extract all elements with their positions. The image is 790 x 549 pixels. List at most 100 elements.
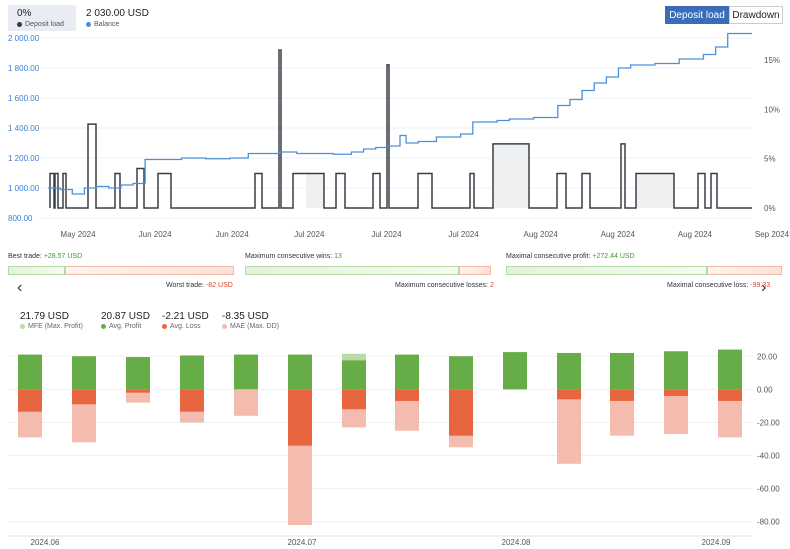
bottom-chart-axes: 20.00 0.00 -20.00 -40.00 -60.00 -80.00 2024.06… — [8, 352, 780, 547]
max-loss-value: -99.33 — [750, 282, 771, 289]
y-tick-label: -20.00 — [757, 418, 780, 427]
deposit-load-button[interactable]: Deposit load — [665, 6, 729, 24]
avg-loss-bar — [718, 389, 742, 401]
avg-profit-bar — [126, 357, 150, 390]
balance-chart: 2 000.00 1 800.00 1 600.00 1 400.00 1 200.00… — [8, 32, 790, 239]
deposit-load-line — [49, 49, 752, 209]
deposit-load-fill — [306, 173, 324, 208]
y-left-tick-label: 1 200.00 — [8, 154, 40, 163]
stat-bar-negative — [65, 266, 234, 275]
y-right-tick-label: 5% — [764, 155, 776, 164]
avg-loss-bar — [18, 389, 42, 412]
wins-losses-bar — [245, 266, 491, 275]
avg-profit-bar — [180, 355, 204, 390]
avg-loss-label-text: Avg. Loss — [170, 323, 201, 330]
avg-profit-label-text: Avg. Profit — [109, 323, 142, 330]
prev-arrow-icon[interactable]: ‹ — [17, 279, 23, 296]
y-tick-label: -80.00 — [757, 518, 780, 527]
worst-trade-label: Worst trade: — [166, 282, 204, 289]
max-loss-stat: Maximal consecutive loss: -99.33 — [667, 282, 770, 289]
avg-loss-bar — [395, 389, 419, 401]
worst-trade-stat: Worst trade: -82 USD — [166, 282, 233, 289]
top-chart-axes: 2 000.00 1 800.00 1 600.00 1 400.00 1 200.00… — [8, 34, 790, 239]
avg-loss-bar — [664, 389, 688, 396]
mae-value: -8.35 USD — [222, 311, 269, 322]
x-tick-label: Aug 2024 — [524, 230, 559, 239]
deposit-load-fill — [636, 173, 674, 208]
y-tick-label: 0.00 — [757, 385, 773, 394]
deposit-load-value: 0% — [17, 8, 32, 19]
best-trade-stat: Best trade: +28.57 USD — [8, 253, 82, 260]
max-wins-value: 13 — [334, 253, 342, 260]
avg-loss-dot-icon — [162, 324, 167, 329]
y-left-tick-label: 1 000.00 — [8, 184, 40, 193]
balance-label: Balance — [86, 21, 119, 28]
drawdown-button[interactable]: Drawdown — [729, 6, 783, 24]
avg-profit-bar — [610, 352, 634, 390]
y-left-tick-label: 800.00 — [8, 214, 33, 223]
x-tick-label: 2024.09 — [702, 538, 731, 547]
deposit-dot-icon — [17, 22, 22, 27]
mfe-label-text: MFE (Max. Profit) — [28, 323, 83, 330]
balance-value: 2 030.00 USD — [86, 8, 149, 19]
max-loss-label: Maximal consecutive loss: — [667, 282, 749, 289]
mae-bar — [557, 389, 581, 464]
mfe-dot-icon — [20, 324, 25, 329]
x-tick-label: Aug 2024 — [678, 230, 713, 239]
x-tick-label: 2024.06 — [31, 538, 60, 547]
avg-loss-bar — [610, 389, 634, 401]
mfe-label: MFE (Max. Profit) — [20, 323, 83, 330]
profit-loss-bar — [506, 266, 782, 275]
avg-loss-label: Avg. Loss — [162, 323, 201, 330]
x-tick-label: Jun 2024 — [139, 230, 172, 239]
best-trade-value: +28.57 USD — [43, 253, 83, 260]
avg-loss-bar — [126, 389, 150, 393]
next-arrow-icon[interactable]: › — [761, 279, 767, 296]
balance-dot-icon — [86, 22, 91, 27]
y-tick-label: -40.00 — [757, 452, 780, 461]
x-tick-label: 2024.08 — [502, 538, 531, 547]
y-tick-label: -60.00 — [757, 485, 780, 494]
stat-bar-negative — [707, 266, 782, 275]
mae-bar — [664, 389, 688, 435]
balance-legend[interactable]: 2 030.00 USD Balance — [86, 5, 196, 31]
avg-profit-bar — [395, 354, 419, 390]
avg-profit-bar — [288, 354, 312, 390]
mfe-value: 21.79 USD — [20, 311, 69, 322]
max-losses-label: Maximum consecutive losses: — [395, 282, 488, 289]
max-profit-value: +272.44 USD — [592, 253, 635, 260]
y-left-tick-label: 1 600.00 — [8, 94, 40, 103]
avg-profit-bar — [72, 356, 96, 390]
avg-profit-bar — [664, 351, 688, 390]
mfe-mae-chart: 20.00 0.00 -20.00 -40.00 -60.00 -80.00 2024.06… — [8, 349, 780, 547]
mfe-mae-bars — [18, 349, 742, 526]
avg-profit-bar — [449, 356, 473, 390]
x-tick-label: Jul 2024 — [448, 230, 479, 239]
deposit-load-series — [49, 49, 752, 209]
avg-profit-bar — [718, 349, 742, 390]
y-left-tick-label: 1 800.00 — [8, 64, 40, 73]
x-tick-label: Sep 2024 — [755, 230, 790, 239]
y-tick-label: 20.00 — [757, 352, 778, 361]
avg-profit-bar — [18, 354, 42, 390]
avg-profit-label: Avg. Profit — [101, 323, 141, 330]
deposit-load-fill — [493, 143, 529, 208]
y-right-tick-label: 10% — [764, 105, 780, 114]
deposit-load-legend[interactable]: 0% Deposit load — [8, 5, 76, 31]
max-wins-stat: Maximum consecutive wins: 13 — [245, 253, 342, 260]
worst-trade-value: -82 USD — [205, 282, 233, 289]
x-tick-label: Jun 2024 — [216, 230, 249, 239]
avg-loss-bar — [72, 389, 96, 405]
mae-dot-icon — [222, 324, 227, 329]
balance-line — [48, 32, 752, 195]
avg-profit-bar — [342, 360, 366, 390]
avg-loss-value: -2.21 USD — [162, 311, 209, 322]
best-trade-label: Best trade: — [8, 253, 42, 260]
max-losses-stat: Maximum consecutive losses: 2 — [395, 282, 494, 289]
avg-loss-bar — [288, 389, 312, 446]
balance-series — [48, 32, 752, 195]
avg-loss-bar — [180, 389, 204, 412]
deposit-load-label: Deposit load — [17, 21, 64, 28]
balance-label-text: Balance — [94, 21, 120, 28]
max-losses-value: 2 — [489, 282, 494, 289]
